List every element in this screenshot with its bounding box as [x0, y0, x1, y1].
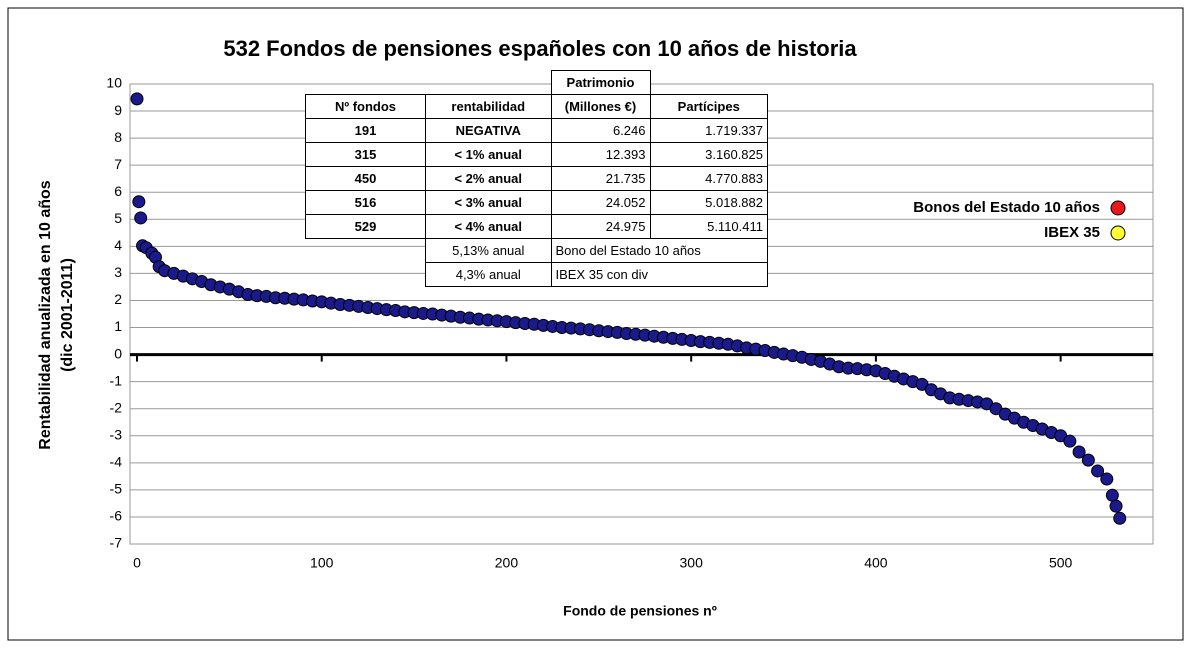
y-tick-label: -2: [110, 399, 123, 415]
table-header: (Millones €): [550, 94, 651, 119]
y-tick-label: 10: [106, 75, 122, 91]
point: [1100, 472, 1114, 486]
x-tick-label: 100: [310, 555, 334, 571]
table-header: Partícipes: [649, 94, 768, 119]
table-cell: 4.770.883: [649, 166, 768, 191]
table-header: rentabilidad: [425, 94, 552, 119]
table-header: Nº fondos: [305, 94, 426, 119]
table-cell: NEGATIVA: [425, 118, 552, 143]
y-tick-label: 5: [114, 210, 122, 226]
table-cell: 315: [305, 142, 426, 167]
table-cell: < 3% anual: [425, 190, 552, 215]
table-cell: 191: [305, 118, 426, 143]
legend-label: Bonos del Estado 10 años: [913, 199, 1100, 216]
y-tick-label: 9: [114, 102, 122, 118]
chart-title: 532 Fondos de pensiones españoles con 10…: [223, 36, 857, 61]
y-tick-label: -6: [110, 508, 123, 524]
point: [134, 211, 148, 225]
y-tick-label: 2: [114, 291, 122, 307]
table-header: Patrimonio: [550, 70, 651, 95]
table-note: 4,3% anual: [425, 262, 552, 287]
y-axis-label: Rentabilidad anualizada en 10 años: [37, 180, 54, 450]
table-cell: 450: [305, 166, 426, 191]
table-cell: 3.160.825: [649, 142, 768, 167]
table-cell: < 2% anual: [425, 166, 552, 191]
point: [1081, 453, 1095, 467]
point: [132, 195, 146, 209]
point: [1072, 445, 1086, 459]
x-tick-label: 0: [133, 555, 141, 571]
table-cell: 6.246: [550, 118, 651, 143]
table-note: Bono del Estado 10 años: [550, 238, 768, 263]
y-tick-label: 8: [114, 129, 122, 145]
y-tick-label: -5: [110, 481, 123, 497]
table-cell: 12.393: [550, 142, 651, 167]
table-cell: 5.018.882: [649, 190, 768, 215]
y-axis-label: (dic 2001-2011): [59, 258, 76, 372]
table-cell: 24.052: [550, 190, 651, 215]
table-cell: < 4% anual: [425, 214, 552, 239]
table-cell: 5.110.411: [649, 214, 768, 239]
y-tick-label: 0: [114, 345, 122, 361]
y-tick-label: 4: [114, 237, 122, 253]
y-tick-label: 7: [114, 156, 122, 172]
table-cell: 21.735: [550, 166, 651, 191]
table-note: IBEX 35 con div: [550, 262, 768, 287]
y-tick-label: 6: [114, 183, 122, 199]
point: [1109, 499, 1123, 513]
table-note: 5,13% anual: [425, 238, 552, 263]
y-tick-label: -4: [110, 454, 123, 470]
table-cell: 529: [305, 214, 426, 239]
y-tick-label: -1: [110, 372, 123, 388]
table-cell: 516: [305, 190, 426, 215]
summary-table: Patrimonio Nº fondos rentabilidad (Millone…: [305, 70, 768, 287]
x-axis-label: Fondo de pensiones nº: [563, 603, 717, 619]
y-tick-label: -7: [110, 535, 123, 551]
table-cell: 1.719.337: [649, 118, 768, 143]
x-tick-label: 500: [1049, 555, 1073, 571]
y-tick-label: 1: [114, 318, 122, 334]
legend-label: IBEX 35: [1044, 224, 1100, 241]
x-tick-label: 200: [495, 555, 519, 571]
table-cell: 24.975: [550, 214, 651, 239]
x-tick-label: 300: [680, 555, 704, 571]
legend-marker: [1110, 225, 1126, 241]
point: [1105, 488, 1119, 502]
x-tick-label: 400: [864, 555, 888, 571]
legend-marker: [1110, 200, 1126, 216]
y-tick-label: 3: [114, 264, 122, 280]
table-cell: < 1% anual: [425, 142, 552, 167]
point: [1063, 434, 1077, 448]
point: [130, 92, 144, 106]
point: [1091, 464, 1105, 478]
point: [1113, 511, 1127, 525]
y-tick-label: -3: [110, 426, 123, 442]
